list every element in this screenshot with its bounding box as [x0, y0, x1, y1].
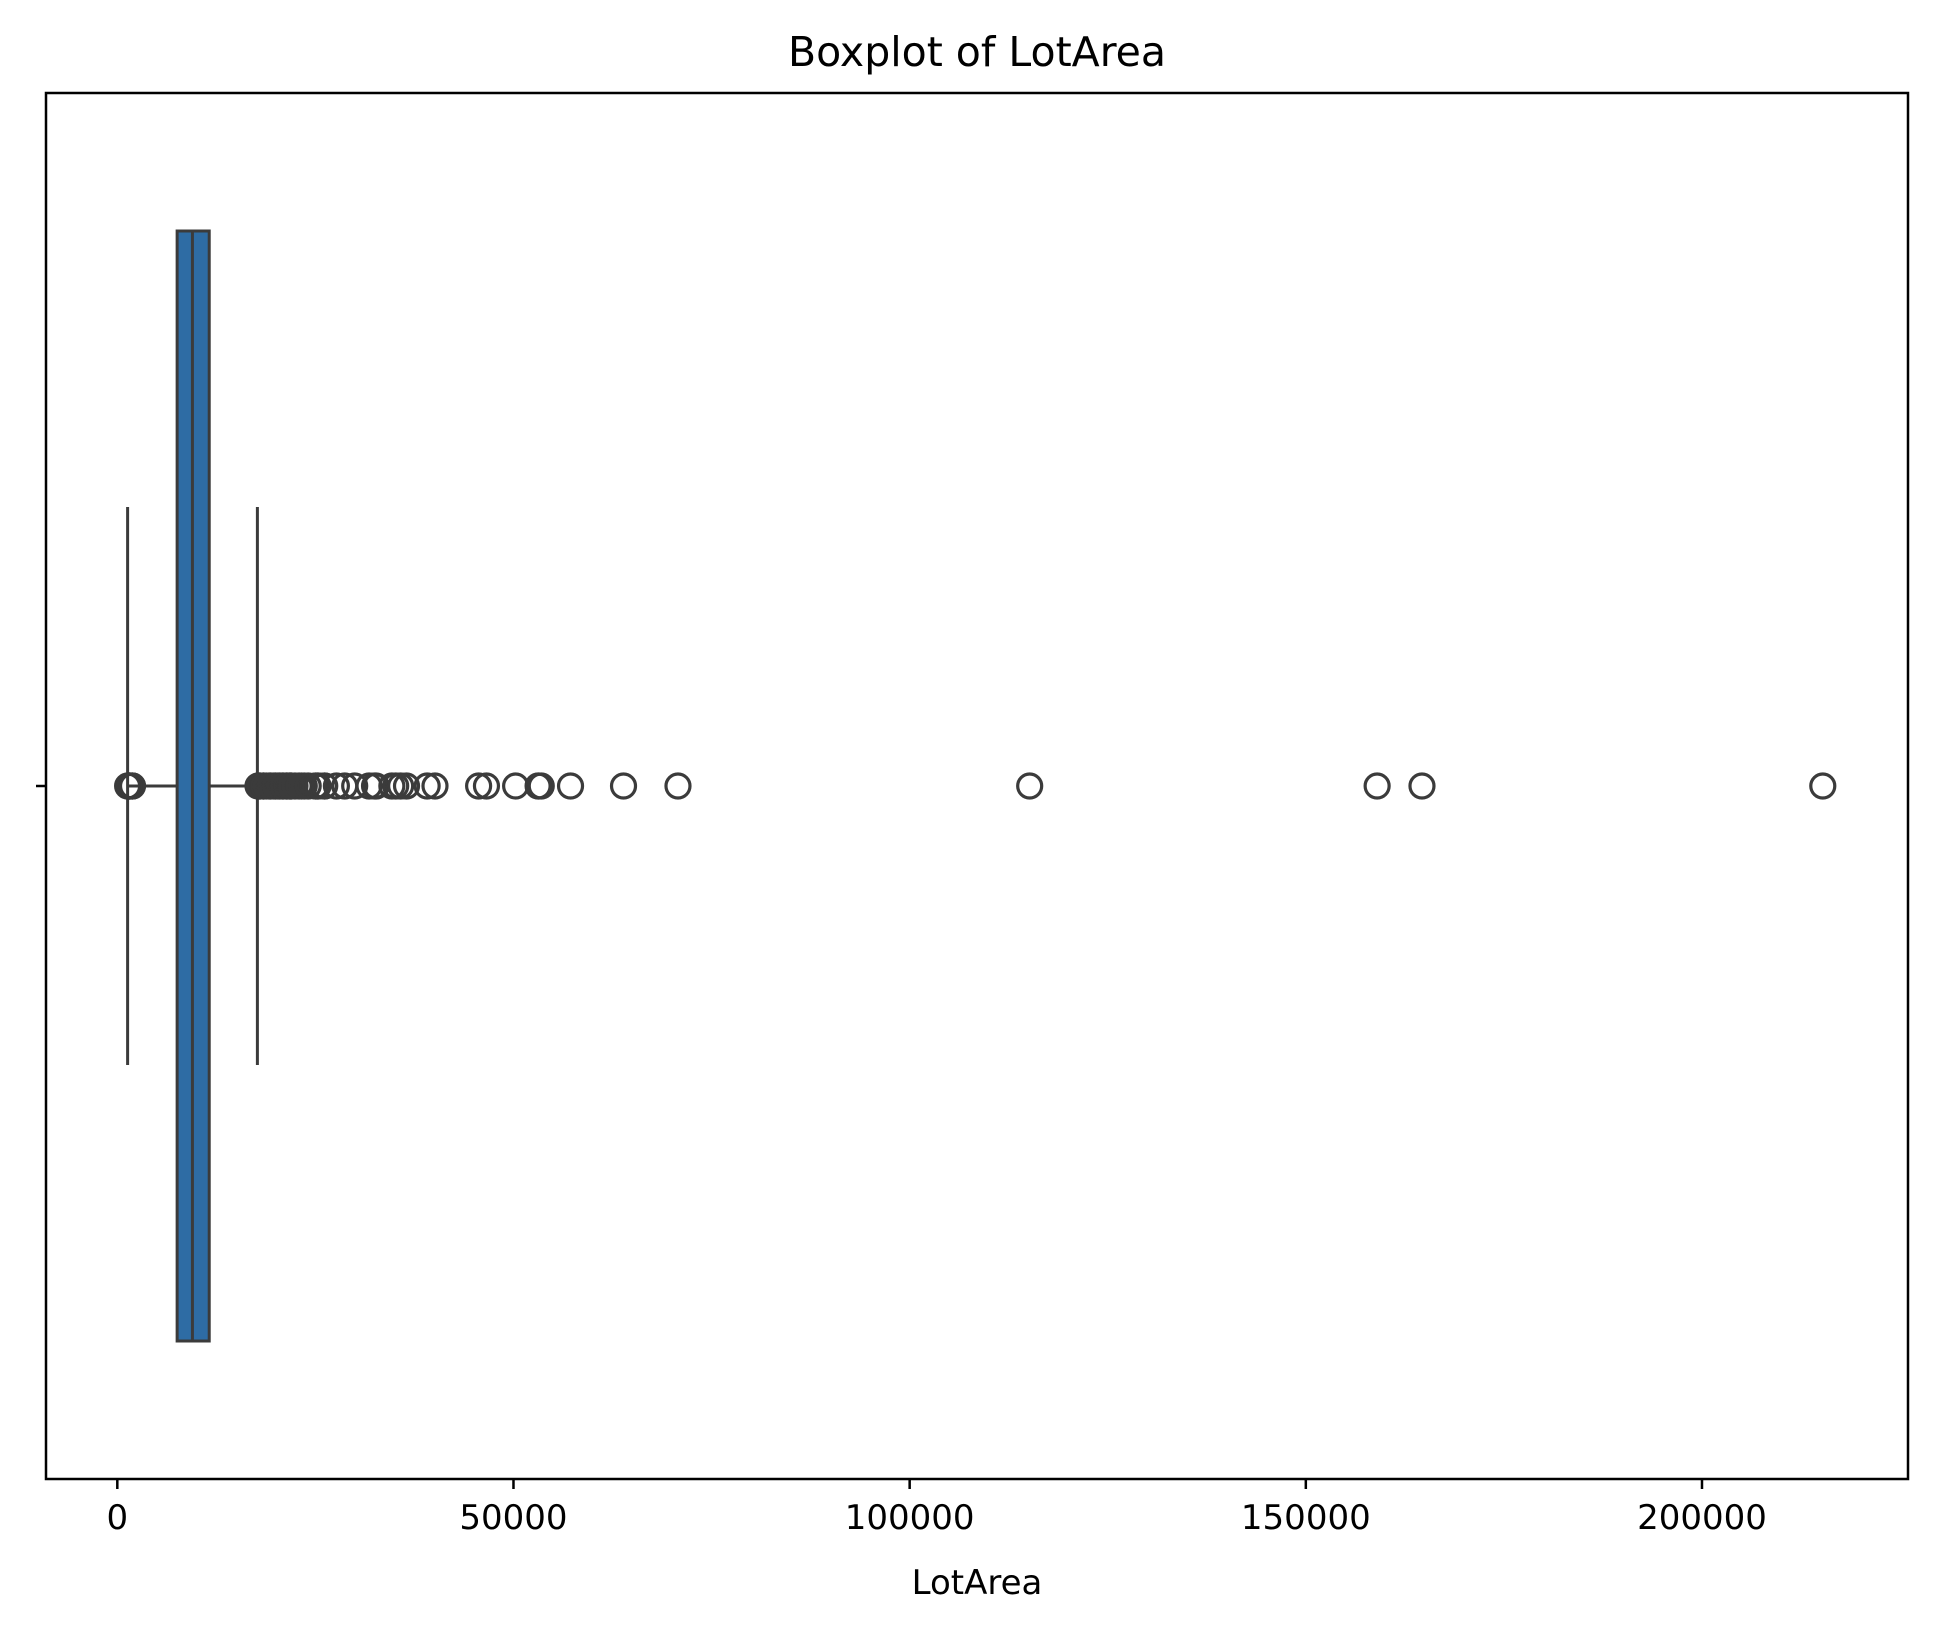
outlier-point [311, 772, 339, 800]
outlier-point [502, 772, 530, 800]
outlier-point [664, 772, 692, 800]
outlier-point [118, 772, 147, 800]
outlier-point [1016, 772, 1044, 800]
x-tick-label: 0 [106, 1498, 128, 1538]
outlier-point [472, 772, 501, 800]
outlier-point [1809, 772, 1837, 800]
outlier-point [392, 772, 421, 800]
outlier-point [556, 772, 585, 800]
x-tick-label: 200000 [1637, 1498, 1767, 1538]
outlier-point [294, 772, 322, 800]
x-tick-label: 50000 [459, 1498, 567, 1538]
outlier-point [341, 772, 369, 800]
outlier-point [413, 772, 441, 800]
outlier-point [527, 772, 555, 800]
outlier-point [421, 772, 449, 800]
outlier-point [465, 772, 493, 800]
outlier-point [609, 772, 638, 800]
outlier-point [1408, 772, 1436, 800]
x-tick-label: 150000 [1241, 1498, 1371, 1538]
x-axis-ticks: 0 50000 100000 150000 200000 [106, 1479, 1767, 1538]
outlier-point [1363, 772, 1391, 800]
x-axis-label: LotArea [912, 1563, 1043, 1603]
plot-area [114, 229, 1837, 1343]
x-tick-label: 100000 [845, 1498, 975, 1538]
outlier-point [322, 772, 350, 800]
chart-title: Boxplot of LotArea [788, 28, 1166, 76]
